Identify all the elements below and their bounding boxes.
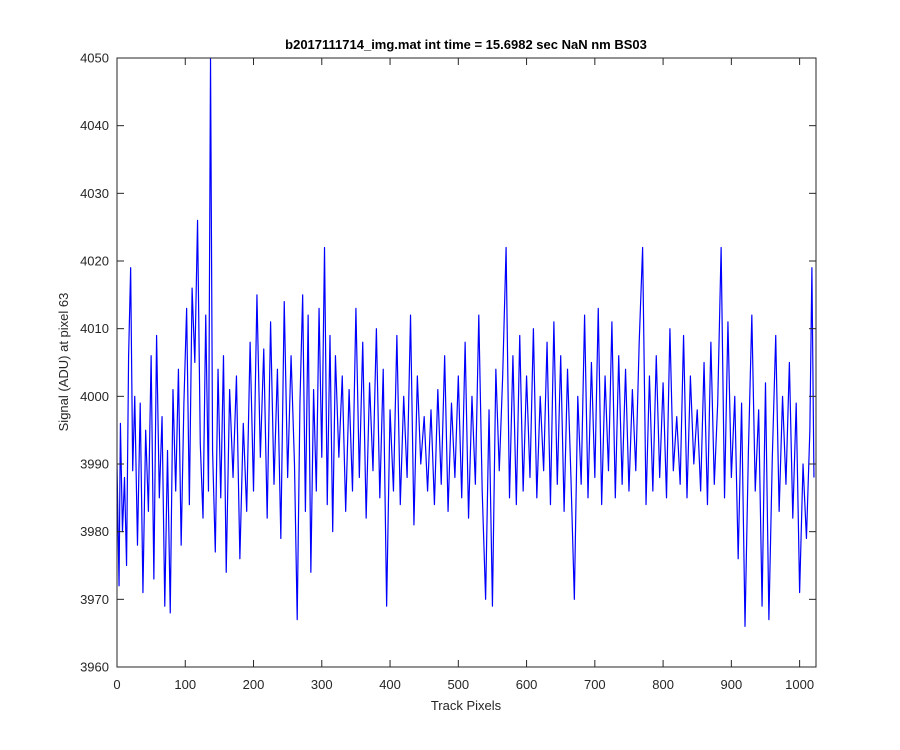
y-tick-label: 4040 (80, 118, 109, 133)
y-tick-label: 4000 (80, 389, 109, 404)
x-axis-label: Track Pixels (431, 698, 502, 713)
y-tick-label: 3970 (80, 592, 109, 607)
x-tick-label: 0 (113, 677, 120, 692)
plot-area (117, 58, 816, 667)
series-layer (117, 58, 815, 627)
x-tick-label: 200 (243, 677, 265, 692)
x-tick-label: 1000 (785, 677, 814, 692)
plot-frame (116, 57, 817, 668)
x-tick-label: 500 (447, 677, 469, 692)
x-tick-label: 800 (652, 677, 674, 692)
x-tick-label: 600 (516, 677, 538, 692)
y-tick-label: 3980 (80, 524, 109, 539)
x-tick-label: 900 (721, 677, 743, 692)
x-tick-label: 700 (584, 677, 606, 692)
y-tick-label: 4010 (80, 321, 109, 336)
y-tick-label: 3960 (80, 660, 109, 675)
y-axis-label: Signal (ADU) at pixel 63 (56, 293, 71, 432)
axes: 0 100 200 300 400 500 600 700 800 900 1000 3960 3970… (80, 51, 816, 692)
x-tick-label: 400 (379, 677, 401, 692)
series-line-0 (117, 58, 815, 627)
x-tick-label: 300 (311, 677, 333, 692)
x-tick-label: 100 (174, 677, 196, 692)
chart-title: b2017111714_img.mat int time = 15.6982 s… (285, 37, 647, 52)
y-tick-label: 4050 (80, 51, 109, 66)
y-tick-label: 4020 (80, 254, 109, 269)
y-tick-label: 4030 (80, 186, 109, 201)
y-tick-label: 3990 (80, 457, 109, 472)
